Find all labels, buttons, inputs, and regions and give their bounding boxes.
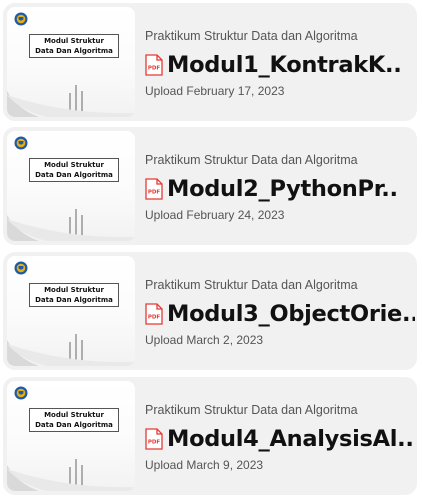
thumbnail-title-line1: Modul Struktur: [44, 411, 104, 419]
thumbnail-title: Modul Struktur Data Dan Algoritma: [29, 34, 119, 58]
thumbnail-title: Modul Struktur Data Dan Algoritma: [29, 408, 119, 432]
module-category: Praktikum Struktur Data dan Algoritma: [145, 278, 358, 292]
module-category: Praktikum Struktur Data dan Algoritma: [145, 403, 358, 417]
module-title-row: PDF Modul1_KontrakK..: [145, 50, 415, 80]
module-title-row: PDF Modul4_AnalysisAl...: [145, 424, 415, 454]
pdf-file-icon: PDF: [145, 428, 163, 450]
thumbnail-title-line1: Modul Struktur: [44, 37, 104, 45]
page-curl-decoration: [7, 215, 135, 241]
module-title[interactable]: Modul3_ObjectOrie..: [167, 301, 415, 327]
pdf-badge-text: PDF: [148, 190, 161, 196]
module-title-row: PDF Modul3_ObjectOrie..: [145, 299, 415, 329]
module-thumbnail: Modul Struktur Data Dan Algoritma: [7, 131, 135, 241]
pdf-file-icon: PDF: [145, 303, 163, 325]
upload-date: Upload March 2, 2023: [145, 333, 264, 347]
upload-date: Upload February 24, 2023: [145, 208, 285, 222]
university-logo-icon: [14, 12, 28, 26]
upload-date: Upload February 17, 2023: [145, 84, 285, 98]
pdf-badge-text: PDF: [148, 440, 161, 446]
university-logo-icon: [14, 386, 28, 400]
pdf-badge-text: PDF: [148, 66, 161, 72]
pdf-file-icon: PDF: [145, 178, 163, 200]
thumbnail-title-line2: Data Dan Algoritma: [35, 296, 113, 304]
module-info: Praktikum Struktur Data dan Algoritma PD…: [145, 127, 415, 245]
university-logo-icon: [14, 136, 28, 150]
page-curl-decoration: [7, 340, 135, 366]
pdf-badge-text: PDF: [148, 315, 161, 321]
thumbnail-title: Modul Struktur Data Dan Algoritma: [29, 283, 119, 307]
university-logo-icon: [14, 261, 28, 275]
pdf-file-icon: PDF: [145, 54, 163, 76]
module-title-row: PDF Modul2_PythonPr..: [145, 174, 415, 204]
thumbnail-title: Modul Struktur Data Dan Algoritma: [29, 158, 119, 182]
module-card[interactable]: Modul Struktur Data Dan Algoritma Prakti…: [3, 377, 417, 495]
page-curl-decoration: [7, 465, 135, 491]
module-title[interactable]: Modul2_PythonPr..: [167, 176, 398, 202]
thumbnail-title-line1: Modul Struktur: [44, 286, 104, 294]
thumbnail-title-line2: Data Dan Algoritma: [35, 421, 113, 429]
module-category: Praktikum Struktur Data dan Algoritma: [145, 29, 358, 43]
thumbnail-title-line2: Data Dan Algoritma: [35, 171, 113, 179]
module-card[interactable]: Modul Struktur Data Dan Algoritma Prakti…: [3, 252, 417, 370]
thumbnail-title-line2: Data Dan Algoritma: [35, 47, 113, 55]
page-curl-decoration: [7, 91, 135, 117]
upload-date: Upload March 9, 2023: [145, 458, 264, 472]
module-category: Praktikum Struktur Data dan Algoritma: [145, 153, 358, 167]
module-thumbnail: Modul Struktur Data Dan Algoritma: [7, 381, 135, 491]
module-info: Praktikum Struktur Data dan Algoritma PD…: [145, 3, 415, 121]
module-title[interactable]: Modul1_KontrakK..: [167, 52, 402, 78]
module-card[interactable]: Modul Struktur Data Dan Algoritma Prakti…: [3, 127, 417, 245]
module-info: Praktikum Struktur Data dan Algoritma PD…: [145, 377, 415, 495]
module-title[interactable]: Modul4_AnalysisAl...: [167, 426, 415, 452]
module-thumbnail: Modul Struktur Data Dan Algoritma: [7, 7, 135, 117]
thumbnail-title-line1: Modul Struktur: [44, 161, 104, 169]
module-thumbnail: Modul Struktur Data Dan Algoritma: [7, 256, 135, 366]
module-card[interactable]: Modul Struktur Data Dan Algoritma Prakti…: [3, 3, 417, 121]
module-info: Praktikum Struktur Data dan Algoritma PD…: [145, 252, 415, 370]
